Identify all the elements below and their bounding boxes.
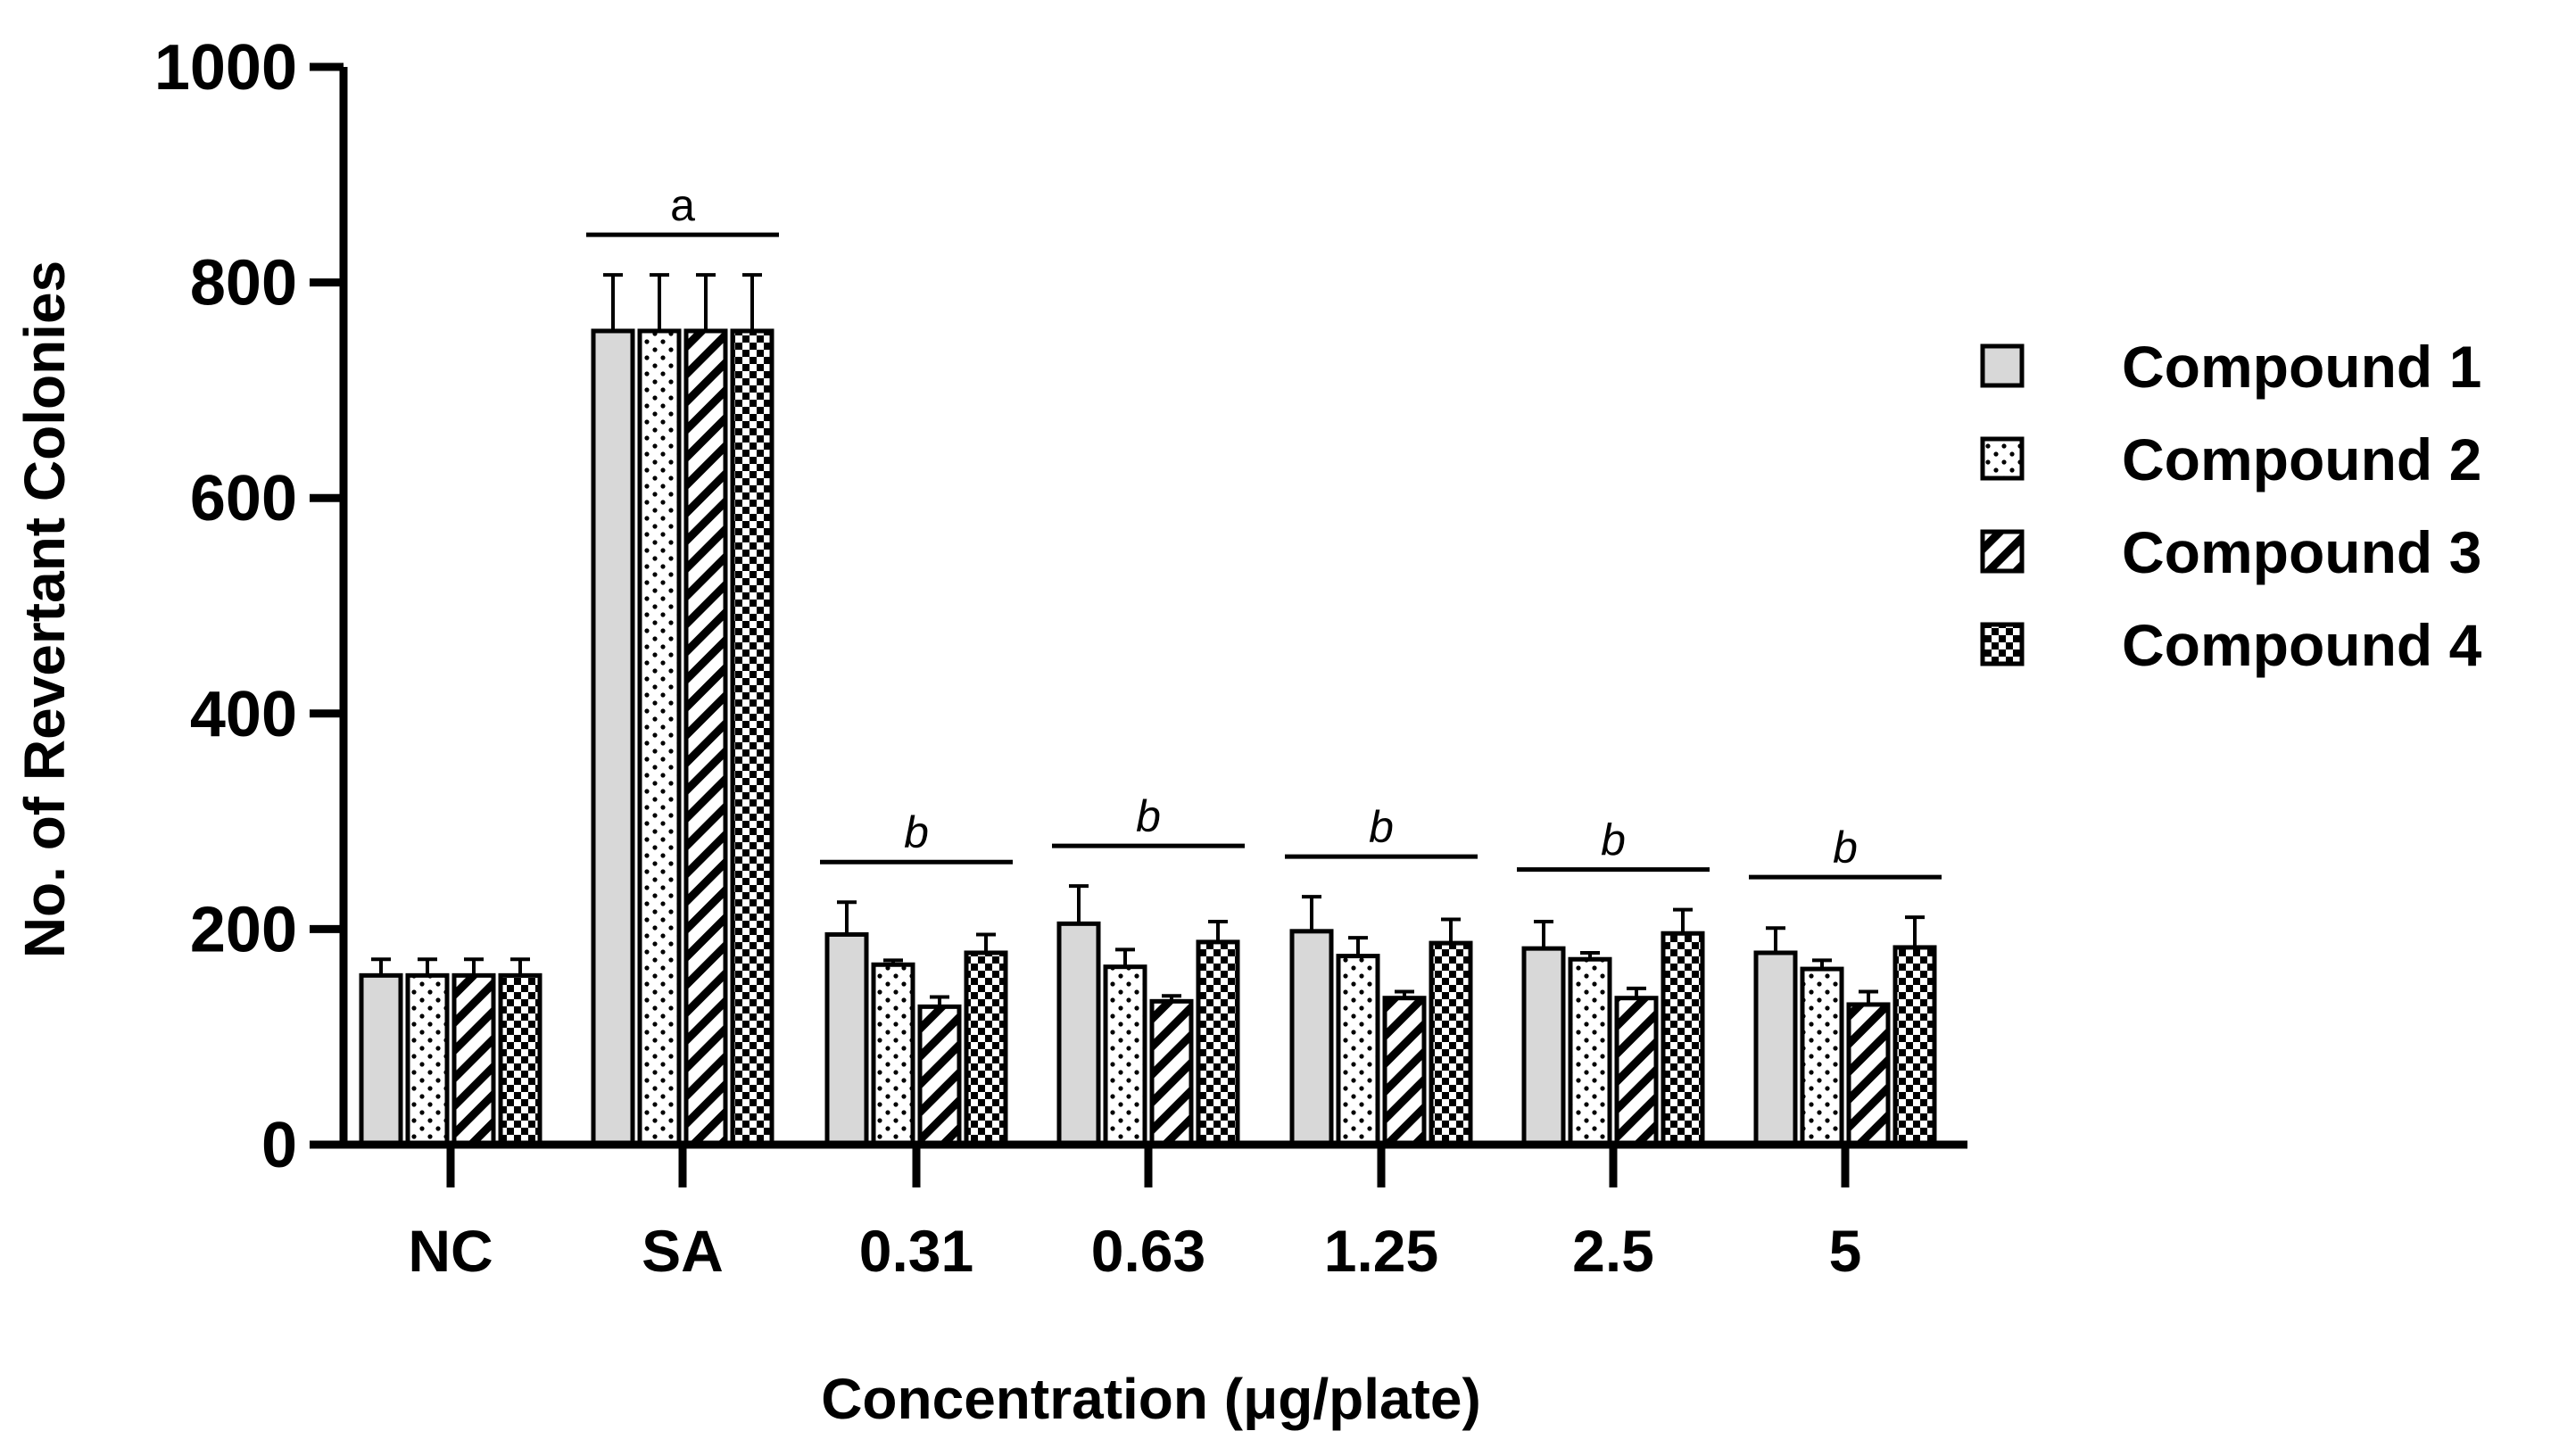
- bar: [683, 328, 728, 1147]
- bar: [591, 328, 635, 1147]
- plot-area: [359, 273, 1937, 1147]
- legend-swatch: [1980, 622, 2025, 666]
- bar: [964, 950, 1008, 1147]
- x-tick-label: SA: [642, 1218, 724, 1284]
- legend: Compound 1 Compound 2 Compound 3 Compound 4: [1980, 334, 2482, 678]
- x-tick-label: 0.31: [859, 1218, 973, 1284]
- legend-swatch: [1980, 529, 2025, 574]
- bar: [1382, 996, 1427, 1147]
- bar: [1103, 964, 1147, 1147]
- bar: [1568, 956, 1612, 1147]
- bar-group: [1289, 895, 1473, 1147]
- bar: [1846, 1002, 1891, 1147]
- y-tick-label: 0: [261, 1110, 297, 1181]
- bar: [730, 328, 774, 1147]
- bar: [637, 328, 682, 1147]
- bar: [1893, 945, 1937, 1147]
- y-tick-label: 800: [190, 248, 297, 319]
- x-tick-label: 2.5: [1572, 1218, 1654, 1284]
- significance-letter: b: [904, 807, 929, 857]
- bar: [451, 972, 496, 1147]
- y-tick-label: 400: [190, 679, 297, 750]
- bar: [824, 931, 869, 1147]
- bar: [359, 972, 403, 1147]
- y-axis-ticks: 0 200 400 600 800 1000: [154, 32, 344, 1181]
- bar: [1429, 940, 1473, 1147]
- bar: [871, 962, 915, 1147]
- bar-group: [591, 273, 774, 1147]
- bar: [1661, 931, 1705, 1147]
- x-tick-label: 0.63: [1091, 1218, 1205, 1284]
- x-tick-label: 5: [1829, 1218, 1862, 1284]
- bar: [1289, 929, 1334, 1147]
- bar-group: [824, 900, 1008, 1147]
- bar: [1614, 996, 1659, 1147]
- legend-label: Compound 2: [2122, 426, 2481, 492]
- legend-label: Compound 3: [2122, 519, 2481, 585]
- bar: [498, 972, 543, 1147]
- y-tick-label: 600: [190, 463, 297, 534]
- bar: [405, 972, 450, 1147]
- bar-group: [359, 957, 543, 1147]
- x-axis-ticks: NC SA 0.31 0.63 1.25 2.5 5: [408, 1145, 1861, 1284]
- significance-letter: b: [1136, 791, 1161, 841]
- y-axis-title: No. of Revertant Colonies: [12, 261, 77, 958]
- y-tick-label: 200: [190, 894, 297, 965]
- significance-letter: b: [1601, 815, 1626, 865]
- bar-group: [1753, 915, 1937, 1147]
- bar: [1336, 954, 1380, 1147]
- bar: [1521, 946, 1566, 1147]
- bar: [1056, 921, 1101, 1147]
- bar: [1753, 950, 1798, 1147]
- x-axis-title: Concentration (μg/plate): [821, 1367, 1481, 1431]
- bar: [917, 1004, 962, 1147]
- legend-swatch: [1980, 436, 2025, 481]
- y-tick-label: 1000: [154, 32, 297, 103]
- bar: [1149, 998, 1194, 1147]
- bar: [1800, 966, 1844, 1147]
- significance-letter: b: [1833, 823, 1858, 873]
- bar-group: [1521, 907, 1705, 1147]
- legend-label: Compound 4: [2122, 612, 2482, 678]
- significance-letter: b: [1369, 802, 1394, 852]
- legend-label: Compound 1: [2122, 334, 2481, 400]
- x-tick-label: 1.25: [1324, 1218, 1438, 1284]
- significance-letter: a: [670, 180, 695, 230]
- bar-group: [1056, 884, 1240, 1147]
- legend-swatch: [1980, 343, 2025, 388]
- bar: [1196, 939, 1240, 1147]
- significance-annotations: a b b b b b: [586, 180, 1942, 880]
- x-tick-label: NC: [408, 1218, 493, 1284]
